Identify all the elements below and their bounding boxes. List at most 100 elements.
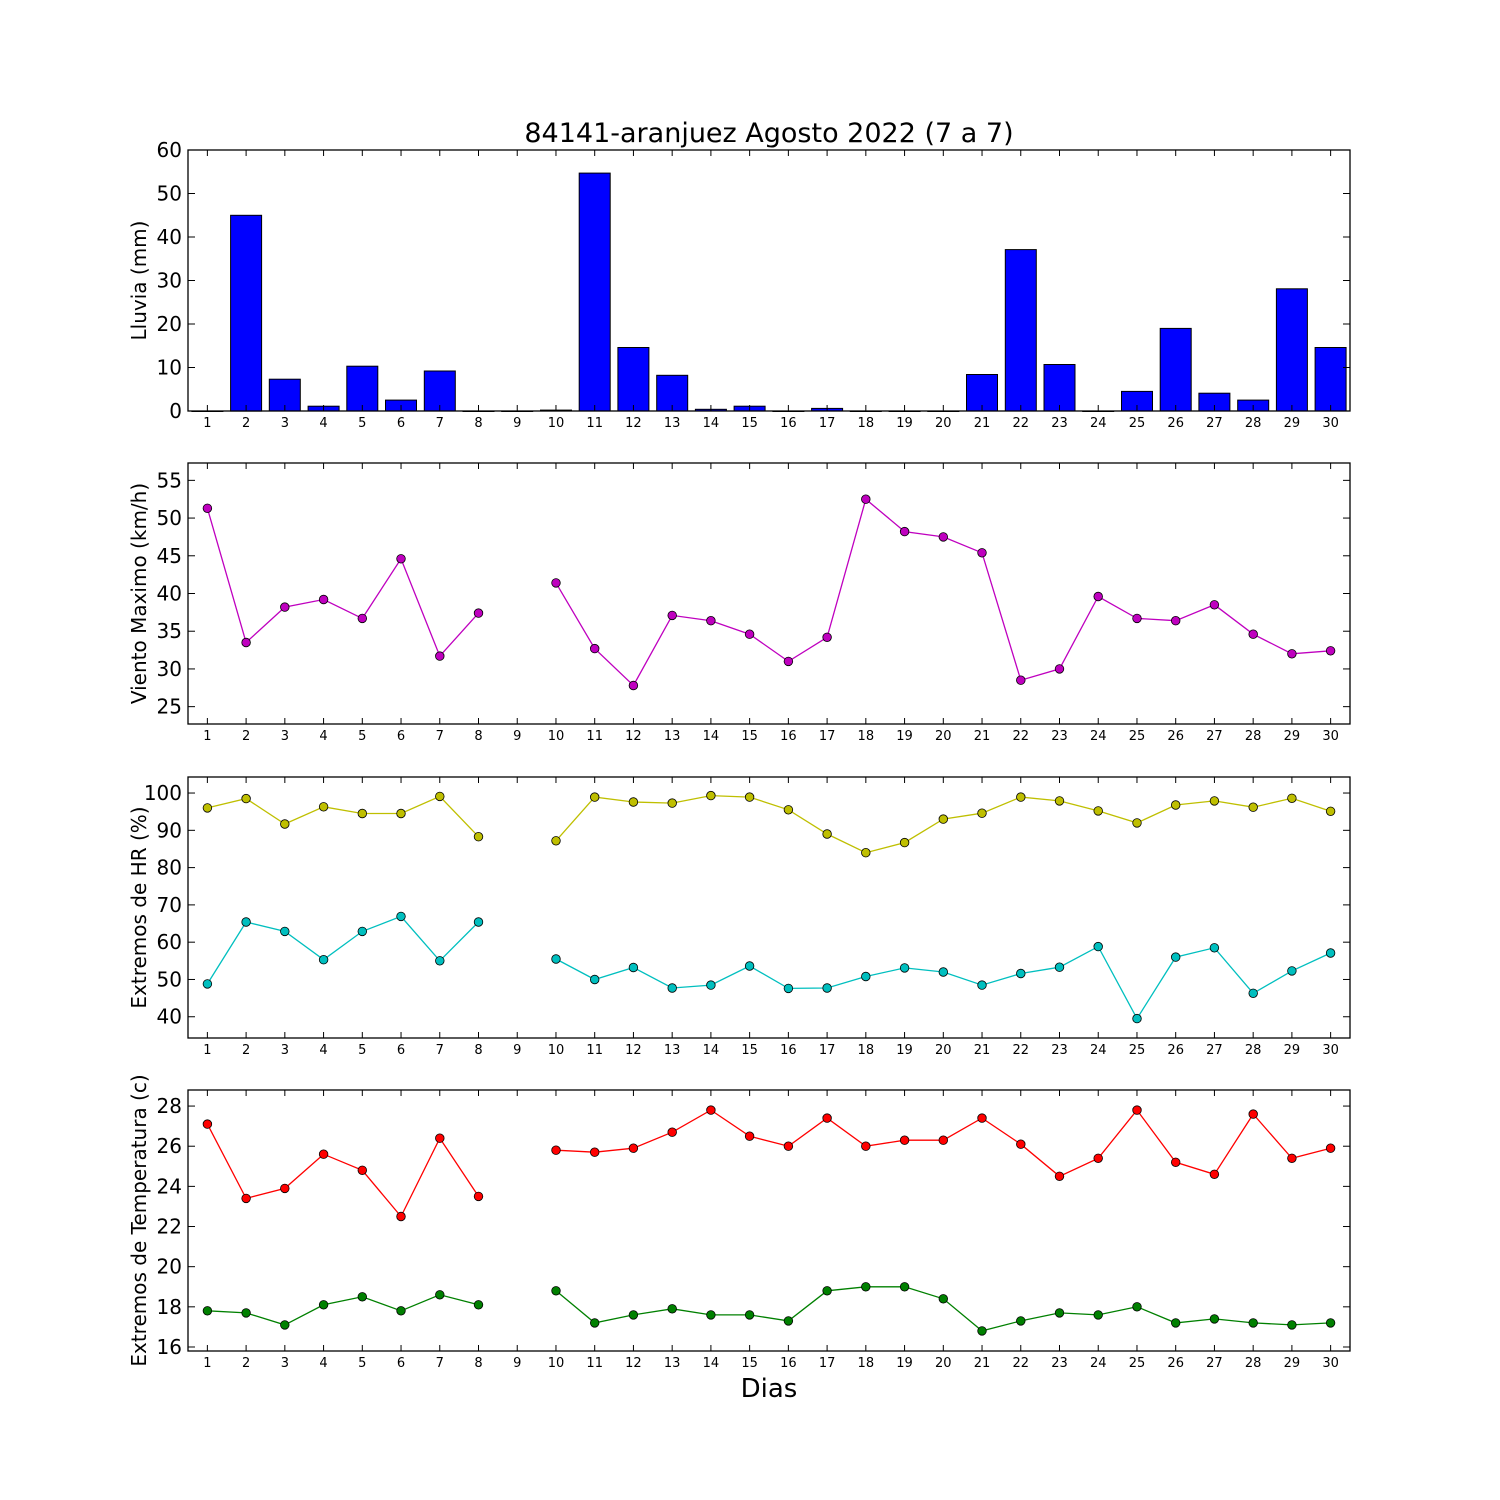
series-1-point-day-18	[861, 494, 871, 504]
x-axis-label: Dias	[741, 1374, 798, 1404]
bar-day-12	[617, 347, 650, 412]
x-tick-label: 17	[819, 416, 836, 431]
series-1-point-day-4	[318, 1149, 329, 1159]
series-1-point-day-12	[628, 797, 639, 807]
x-tick-label: 15	[741, 1356, 758, 1371]
x-tick-label: 26	[1167, 1356, 1184, 1371]
series-1-point-day-14	[706, 1105, 716, 1115]
series-1-point-day-19	[899, 526, 910, 537]
series-1-point-day-1	[202, 1119, 213, 1129]
y-axis-label: Viento Maximo (km/h)	[127, 483, 151, 704]
series-1-point-day-28	[1248, 802, 1258, 812]
x-tick-label: 28	[1245, 729, 1262, 744]
x-tick-label: 2	[242, 729, 250, 744]
series-1-point-day-29	[1287, 1153, 1297, 1164]
x-tick-label: 25	[1129, 1043, 1146, 1058]
x-tick-label: 15	[741, 729, 758, 744]
series-1-point-day-17	[822, 829, 832, 839]
x-tick-label: 27	[1206, 416, 1223, 431]
x-tick-label: 29	[1284, 416, 1301, 431]
x-tick-label: 30	[1322, 1043, 1339, 1058]
x-tick-label: 3	[281, 416, 289, 431]
series-1-point-day-25	[1132, 818, 1142, 828]
x-tick-label: 5	[358, 729, 366, 744]
x-tick-label: 7	[436, 729, 444, 744]
x-tick-label: 20	[935, 416, 952, 431]
series-1-point-day-23	[1054, 664, 1065, 674]
x-tick-label: 20	[935, 729, 952, 744]
y-tick-label: 70	[157, 893, 182, 917]
series-2-point-day-17	[822, 983, 832, 993]
series-1-point-day-29	[1287, 793, 1297, 804]
series-1-point-day-27	[1209, 1169, 1220, 1180]
x-tick-label: 6	[397, 1043, 405, 1058]
x-tick-label: 7	[436, 416, 444, 431]
y-tick-label: 20	[157, 312, 182, 336]
x-tick-label: 4	[319, 729, 327, 744]
x-tick-label: 29	[1284, 729, 1301, 744]
bar-day-5	[346, 365, 379, 412]
y-tick-label: 45	[157, 544, 182, 568]
series-2-point-day-13	[667, 983, 677, 993]
x-tick-label: 30	[1322, 729, 1339, 744]
series-1-point-day-20	[938, 1135, 949, 1145]
bar-day-11	[578, 172, 611, 412]
series-1-point-day-16	[783, 1141, 794, 1151]
series-1-point-day-21	[977, 1113, 987, 1123]
series-1-point-day-22	[1016, 792, 1026, 802]
x-tick-label: 10	[548, 1356, 565, 1371]
y-tick-label: 60	[157, 930, 182, 954]
series-1-point-day-24	[1093, 591, 1103, 602]
x-tick-label: 27	[1206, 1043, 1223, 1058]
y-tick-label: 0	[169, 399, 182, 423]
x-tick-label: 17	[819, 1043, 836, 1058]
series-2-point-day-8	[473, 1300, 484, 1310]
x-tick-label: 9	[513, 416, 521, 431]
bar-day-22	[1004, 249, 1037, 412]
x-tick-label: 18	[858, 729, 875, 744]
x-tick-label: 30	[1322, 416, 1339, 431]
x-tick-label: 22	[1012, 729, 1029, 744]
series-2-point-day-16	[783, 1316, 794, 1326]
series-1-line-1	[206, 508, 479, 658]
series-2-point-day-15	[744, 961, 755, 971]
series-2-point-day-4	[318, 1300, 329, 1310]
series-2-point-day-11	[590, 1318, 600, 1328]
x-tick-label: 11	[586, 416, 603, 431]
series-1-point-day-13	[667, 798, 677, 808]
series-2-point-day-10	[551, 954, 561, 964]
series-1-point-day-1	[202, 803, 213, 813]
bar-day-7	[423, 370, 456, 412]
x-tick-label: 16	[780, 416, 797, 431]
series-2-point-day-19	[899, 963, 910, 973]
x-tick-label: 15	[741, 1043, 758, 1058]
series-2-point-day-24	[1093, 1310, 1103, 1320]
series-1-point-day-15	[744, 1131, 755, 1141]
y-axis-label: Lluvia (mm)	[127, 221, 151, 341]
series-2-point-day-26	[1170, 952, 1181, 962]
series-1-point-day-18	[861, 1141, 871, 1151]
series-1-point-day-21	[977, 548, 987, 558]
x-tick-label: 6	[397, 416, 405, 431]
series-1-point-day-11	[590, 643, 600, 654]
x-tick-label: 26	[1167, 416, 1184, 431]
x-tick-label: 8	[474, 1356, 482, 1371]
series-1-point-day-3	[280, 602, 290, 612]
x-tick-label: 8	[474, 1043, 482, 1058]
x-tick-label: 18	[858, 416, 875, 431]
series-2-point-day-2	[241, 917, 251, 927]
x-tick-label: 16	[780, 1356, 797, 1371]
series-2-point-day-14	[706, 980, 716, 990]
x-tick-label: 30	[1322, 1356, 1339, 1371]
x-tick-label: 12	[625, 416, 642, 431]
series-2-point-day-11	[590, 974, 600, 985]
x-tick-label: 4	[319, 416, 327, 431]
series-2-point-day-28	[1248, 1318, 1258, 1328]
y-tick-label: 40	[157, 225, 182, 249]
series-1-point-day-14	[706, 616, 716, 626]
series-2-point-day-1	[202, 1306, 213, 1316]
series-1-point-day-2	[241, 637, 251, 648]
